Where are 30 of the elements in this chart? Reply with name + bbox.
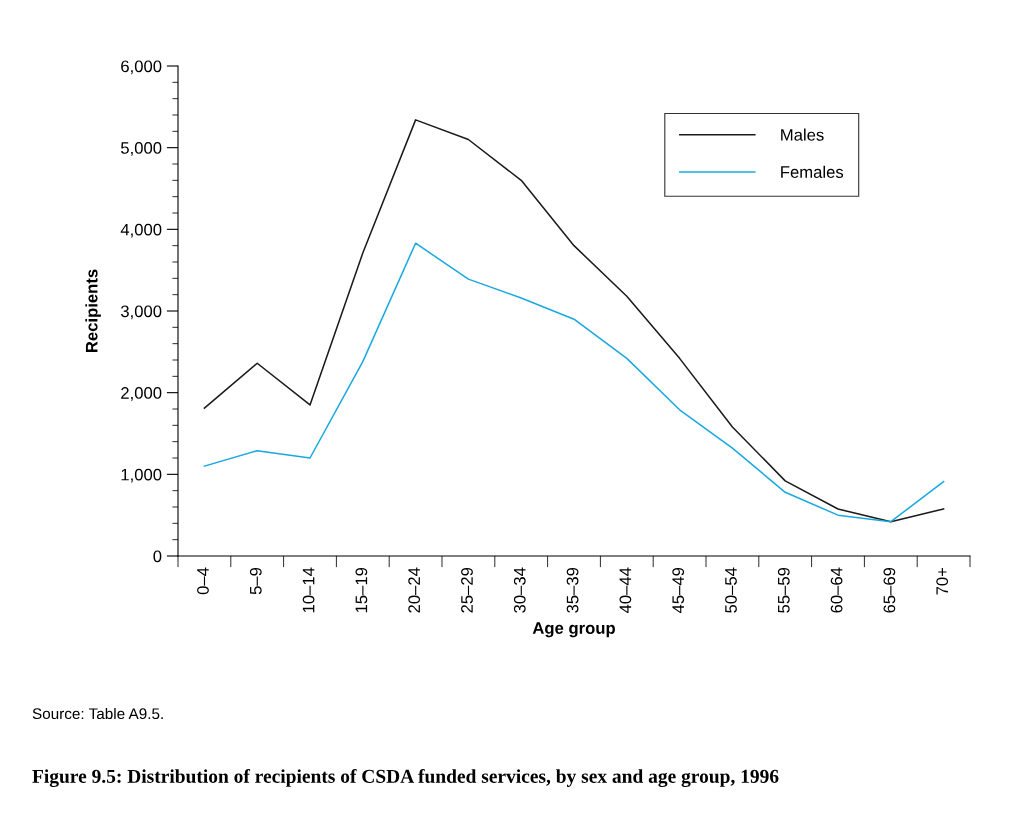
x-tick-label: 50–54 xyxy=(725,567,737,613)
x-tick-label: 10–14 xyxy=(302,567,315,613)
x-axis-title: Age group xyxy=(532,622,615,638)
x-tick-label: 15–19 xyxy=(355,567,368,613)
x-tick-label: 65–69 xyxy=(883,567,896,613)
x-tick-label: 70+ xyxy=(936,567,949,595)
text: Figure 9.5: Distribution of recipients of CSDA funded services, by sex and age group, 1996 xyxy=(32,769,779,787)
y-axis-title: Recipients xyxy=(85,269,101,353)
legend-label: Males xyxy=(781,128,824,141)
x-tick-label: 5–9 xyxy=(249,567,262,595)
x-tick-label: 25–29 xyxy=(461,567,473,613)
x-tick-label: 60–64 xyxy=(830,567,843,613)
y-tick-label: 5,000 xyxy=(120,142,162,156)
x-tick-label: 35–39 xyxy=(566,567,579,613)
y-tick-label: 3,000 xyxy=(120,305,162,320)
x-tick-label: 55–59 xyxy=(777,567,790,613)
x-tick-label: 40–44 xyxy=(619,567,632,614)
y-tick-label: 2,000 xyxy=(121,387,162,401)
line-series xyxy=(203,242,945,523)
x-tick-label: 20–24 xyxy=(408,567,421,613)
y-tick-label: 6,000 xyxy=(121,60,162,75)
source-note: Source: Table A9.5. xyxy=(32,707,163,720)
x-tick-label: 0–4 xyxy=(197,567,209,595)
line-series xyxy=(203,119,945,523)
x-tick-label: 45–49 xyxy=(672,567,685,614)
y-tick-label: 1,000 xyxy=(121,468,162,483)
legend-label: Females xyxy=(781,165,844,178)
y-tick-label: 4,000 xyxy=(120,223,162,238)
x-tick-label: 30–34 xyxy=(513,567,526,613)
y-tick-label: 0 xyxy=(153,550,162,563)
